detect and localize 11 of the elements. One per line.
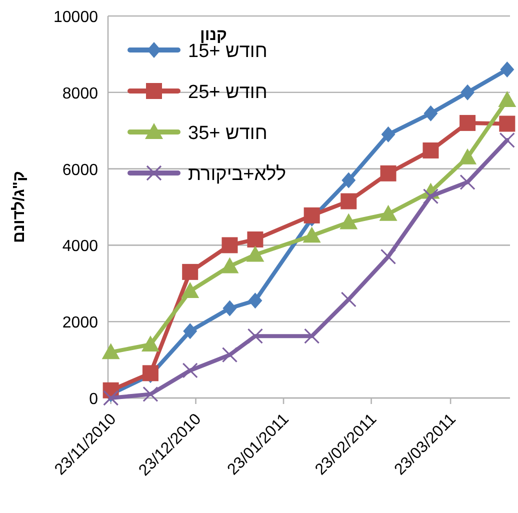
y-axis-title: ק"ג/לדונם bbox=[10, 171, 28, 243]
y-tick-label: 8000 bbox=[62, 85, 98, 102]
y-tick-label: 2000 bbox=[62, 314, 98, 332]
legend-label: חודש +35 bbox=[188, 123, 268, 144]
legend-label: חודש +25 bbox=[188, 82, 268, 103]
legend-title: קנון bbox=[200, 27, 228, 44]
y-tick-label: 0 bbox=[89, 391, 98, 408]
y-tick-label: 4000 bbox=[62, 238, 98, 256]
legend-label: ללא+ביקורת bbox=[188, 164, 286, 185]
y-tick-label: 6000 bbox=[62, 162, 98, 179]
y-tick-label: 10000 bbox=[54, 9, 98, 26]
